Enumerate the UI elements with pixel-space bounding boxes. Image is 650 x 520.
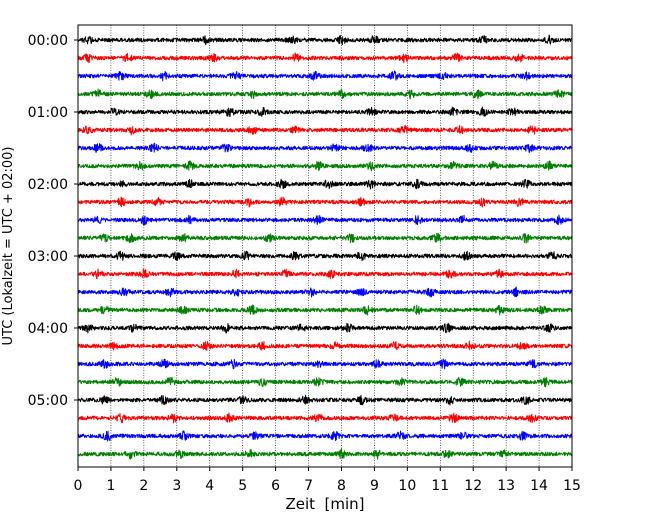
trace-0400	[77, 322, 573, 334]
trace-0215	[77, 196, 573, 208]
x-tick-label: 9	[370, 478, 379, 494]
x-tick-label: 11	[431, 478, 449, 494]
trace-0230	[77, 214, 573, 226]
trace-0430	[77, 358, 573, 370]
x-tick-label: 1	[106, 478, 115, 494]
plot-frame	[77, 24, 573, 468]
trace-0145	[77, 160, 573, 172]
trace-0300	[77, 250, 573, 262]
trace-0415	[77, 340, 573, 351]
trace-0030	[77, 70, 573, 82]
tick-marks	[74, 39, 573, 471]
x-tick-label: 4	[205, 478, 214, 494]
x-tick-labels: 0 1 2 3 4 5 6 7 8 9 10 11 12 13 14 15	[74, 478, 581, 494]
y-tick-label: 01:00	[28, 105, 68, 121]
x-tick-label: 5	[238, 478, 247, 494]
x-tick-label: 14	[530, 478, 548, 494]
y-axis-label: UTC (Lokalzeit = UTC + 02:00)	[1, 147, 16, 346]
y-tick-label: 03:00	[28, 249, 68, 265]
x-tick-label: 12	[464, 478, 482, 494]
trace-0545	[77, 448, 573, 460]
trace-0330	[77, 286, 573, 298]
y-tick-label: 04:00	[28, 321, 68, 337]
x-tick-label: 7	[304, 478, 313, 494]
trace-0130	[77, 142, 573, 154]
trace-0315	[77, 268, 573, 280]
trace-group	[77, 34, 573, 460]
x-tick-label: 15	[563, 478, 581, 494]
trace-0530	[77, 430, 573, 442]
x-tick-label: 8	[337, 478, 346, 494]
x-tick-label: 3	[172, 478, 181, 494]
y-tick-label: 00:00	[28, 33, 68, 49]
x-tick-label: 6	[271, 478, 280, 494]
trace-0445	[77, 376, 573, 388]
trace-0100	[77, 106, 573, 118]
x-tick-label: 0	[74, 478, 83, 494]
x-tick-label: 10	[398, 478, 416, 494]
trace-0500	[77, 394, 573, 406]
y-tick-label: 02:00	[28, 177, 68, 193]
trace-0115	[77, 124, 573, 136]
y-tick-label: 05:00	[28, 393, 68, 409]
trace-0015	[77, 52, 573, 64]
y-tick-labels: 00:00 01:00 02:00 03:00 04:00 05:00	[28, 33, 68, 409]
trace-0000	[77, 34, 573, 46]
trace-0245	[77, 232, 573, 244]
grid-lines	[110, 25, 540, 467]
trace-0200	[77, 178, 573, 190]
x-axis-label: Zeit [min]	[285, 495, 364, 513]
x-tick-label: 13	[497, 478, 515, 494]
x-tick-label: 2	[139, 478, 148, 494]
trace-0515	[77, 412, 573, 424]
trace-0045	[77, 88, 573, 100]
trace-0345	[77, 304, 573, 316]
